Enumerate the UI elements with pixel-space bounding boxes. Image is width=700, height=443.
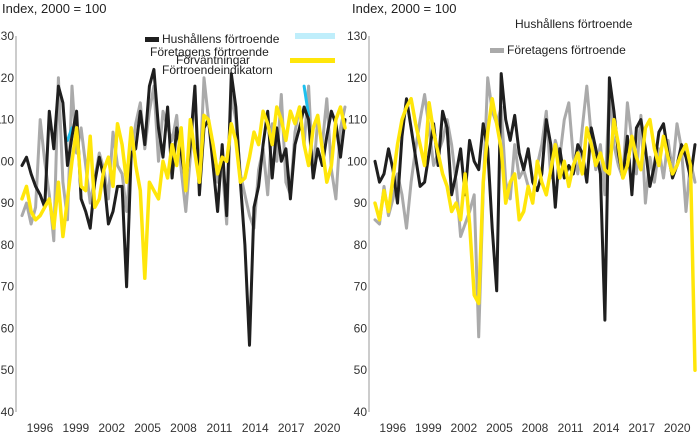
left-series-lines <box>20 67 347 347</box>
right-y-tick-label: 90 <box>354 196 368 210</box>
right-series-f-retagens-f-rtroende <box>373 76 697 339</box>
left-y-tick-label: 100 <box>0 154 14 168</box>
right-x-tick-labels: 1996 1999 2002 2005 2008 2011 2014 2017 2020 <box>379 421 690 435</box>
left-chart-title: Index, 2000 = 100 <box>2 1 106 16</box>
left-y-tick-label: 110 <box>0 113 14 127</box>
left-legend: Hushållens förtroende Företagens förtroe… <box>145 32 335 77</box>
left-y-tick-label: 70 <box>1 280 15 294</box>
right-y-tick-label: 40 <box>354 405 368 419</box>
right-y-tick-label: 60 <box>354 321 368 335</box>
right-x-tick-label: 2005 <box>486 421 513 435</box>
left-y-tick-label: 40 <box>1 405 15 419</box>
left-x-tick-label: 2002 <box>98 421 125 435</box>
left-x-tick-label: 2014 <box>242 421 269 435</box>
left-x-tick-labels: 1996 1999 2002 2005 2008 2011 2014 2017 2020 <box>27 421 341 435</box>
right-series-lines <box>373 72 697 372</box>
left-y-tick-label: 50 <box>1 363 15 377</box>
left-legend-swatch-indicator <box>290 58 335 63</box>
right-chart-panel: Index, 2000 = 100 40 50 60 70 80 90 100 110 120 1… <box>347 1 697 435</box>
left-series-f-rtroendeindikatorn <box>20 105 347 281</box>
left-legend-label-business: Företagens förtroende <box>150 45 269 59</box>
right-x-tick-label: 2017 <box>628 421 655 435</box>
left-legend-swatch-expectations <box>295 33 335 39</box>
left-y-tick-label: 120 <box>0 71 14 85</box>
right-legend-label-households: Hushållens förtroende <box>515 17 633 31</box>
left-x-tick-label: 1996 <box>27 421 54 435</box>
right-y-tick-labels: 40 50 60 70 80 90 100 110 120 130 <box>347 29 367 419</box>
left-legend-swatch-households <box>145 37 159 42</box>
right-y-tick-label: 80 <box>354 238 368 252</box>
left-y-tick-label: 60 <box>1 321 15 335</box>
right-x-tick-label: 2011 <box>558 421 584 435</box>
left-x-tick-label: 2020 <box>314 421 341 435</box>
right-y-tick-label: 50 <box>354 363 368 377</box>
right-y-tick-label: 130 <box>347 29 367 43</box>
left-y-tick-label: 130 <box>0 29 14 43</box>
left-x-tick-label: 2017 <box>278 421 305 435</box>
right-y-tick-label: 100 <box>347 154 367 168</box>
left-y-tick-label: 80 <box>1 238 15 252</box>
left-y-tick-label: 90 <box>1 196 15 210</box>
left-x-tick-label: 2008 <box>170 421 197 435</box>
right-y-tick-label: 110 <box>348 113 367 127</box>
right-y-tick-label: 70 <box>354 280 368 294</box>
right-x-tick-label: 1996 <box>379 421 406 435</box>
right-x-tick-label: 2008 <box>522 421 549 435</box>
right-x-tick-label: 2020 <box>664 421 691 435</box>
left-chart-panel: Index, 2000 = 100 40 50 60 70 80 90 100 110 120 1… <box>0 1 347 435</box>
right-legend-label-business: Företagens förtroende <box>507 43 626 57</box>
right-x-tick-label: 2014 <box>593 421 620 435</box>
right-x-tick-label: 1999 <box>415 421 442 435</box>
right-y-tick-label: 120 <box>347 71 367 85</box>
left-legend-label-expectations: Förväntningar <box>176 53 250 67</box>
right-legend: Hushållens förtroende Företagens förtroe… <box>490 17 633 57</box>
left-x-tick-label: 2011 <box>206 421 232 435</box>
left-x-tick-label: 1999 <box>62 421 89 435</box>
left-legend-label-households: Hushållens förtroende <box>162 32 280 46</box>
left-x-tick-label: 2005 <box>134 421 161 435</box>
right-chart-title: Index, 2000 = 100 <box>352 1 456 16</box>
left-series-f-rv-ntningar <box>66 84 311 142</box>
right-x-tick-label: 2002 <box>451 421 478 435</box>
left-y-tick-labels: 40 50 60 70 80 90 100 110 120 130 <box>0 29 14 419</box>
right-legend-swatch-business <box>490 48 504 53</box>
right-series-f-rtroendeindikatorn <box>373 96 697 372</box>
left-legend-label-indicator: Förtroendeindikatorn <box>162 63 273 77</box>
